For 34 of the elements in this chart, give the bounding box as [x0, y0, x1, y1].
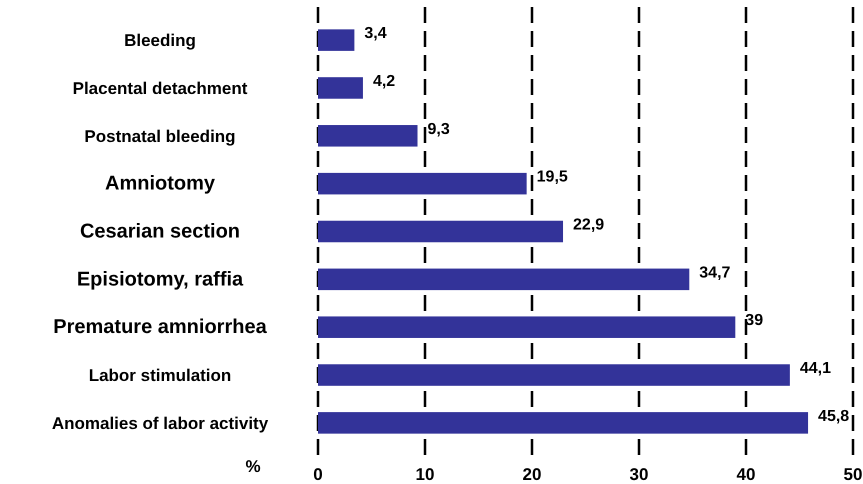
y-tick-label: Amniotomy	[105, 172, 216, 195]
data-label: 4,2	[372, 72, 396, 90]
data-label: 19,5	[536, 168, 568, 186]
y-tick-label: Placental detachment	[72, 78, 248, 98]
data-label: 39	[745, 312, 764, 330]
x-tick-label: 0	[313, 465, 323, 484]
x-tick-label: 50	[844, 465, 862, 484]
data-label: 45,8	[818, 408, 850, 425]
data-label: 22,9	[573, 216, 604, 234]
data-label: 34,7	[699, 264, 731, 282]
y-tick-label: Cesarian section	[80, 220, 240, 242]
bar	[318, 412, 808, 434]
x-tick-label: 20	[522, 465, 542, 484]
bar	[318, 29, 354, 51]
data-label: 44,1	[800, 360, 832, 378]
x-tick-label: 30	[630, 465, 648, 484]
bar	[318, 220, 564, 242]
x-tick-label: 10	[416, 465, 434, 484]
y-tick-label: Labor stimulation	[88, 366, 232, 386]
y-tick-label: Premature amniorrhea	[53, 316, 268, 338]
x-tick-label: 40	[736, 465, 756, 484]
y-tick-label: Bleeding	[124, 31, 196, 50]
bar	[318, 364, 790, 386]
y-tick-label: Episiotomy, raffia	[76, 268, 244, 290]
bar	[318, 316, 736, 338]
x-axis-title: %	[245, 457, 261, 476]
bar	[318, 268, 690, 290]
data-label: 3,4	[364, 25, 387, 42]
data-label: 9,3	[428, 120, 450, 138]
bar	[318, 77, 363, 99]
y-tick-label: Postnatal bleeding	[84, 126, 236, 146]
bar	[318, 125, 418, 147]
bar	[318, 172, 527, 194]
y-tick-label: Anomalies of labor activity	[52, 414, 269, 433]
